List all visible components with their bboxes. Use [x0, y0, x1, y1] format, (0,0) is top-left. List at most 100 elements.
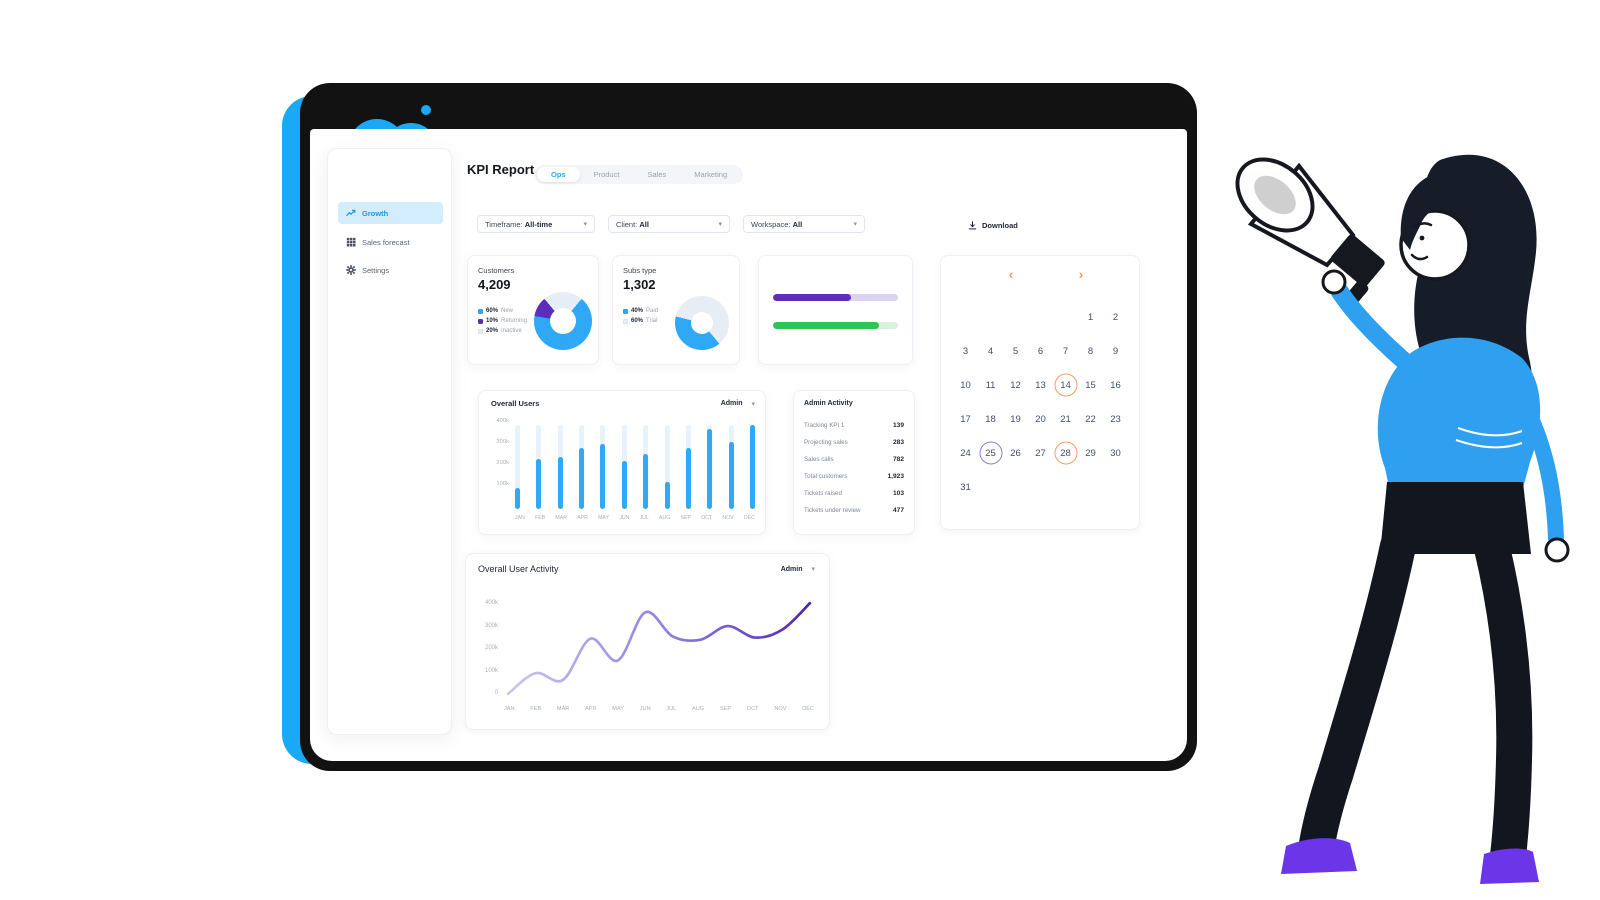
line-months: JAN FEB MAR APR MAY JUN JUL AUG SEP OCT NOV DEC [504, 706, 814, 712]
calendar-empty [1028, 300, 1053, 334]
calendar-day[interactable]: 24 [960, 447, 971, 459]
legend-swatch [478, 308, 483, 314]
calendar-day[interactable]: 19 [1010, 413, 1021, 425]
x-tick-label: MAR [555, 515, 567, 521]
calendar-day[interactable]: 18 [985, 413, 996, 425]
bar [557, 456, 563, 509]
megaphone-bell-inner [1254, 175, 1296, 215]
admin-dropdown[interactable]: Admin ▾ [721, 400, 755, 408]
calendar-day[interactable]: 14 [1053, 368, 1078, 402]
calendar-day[interactable]: 30 [1110, 447, 1121, 459]
x-tick-label: JUL [666, 706, 677, 712]
bar-track [685, 425, 691, 509]
calendar-day[interactable]: 20 [1035, 413, 1046, 425]
filter-value: All [639, 219, 649, 229]
window-control-dot[interactable] [421, 105, 431, 115]
calendar-day[interactable]: 4 [987, 345, 994, 357]
activity-row: Tickets under review 477 [804, 502, 904, 519]
client-filter[interactable]: Client: All ▾ [608, 215, 730, 233]
page-title: KPI Report [467, 162, 535, 177]
calendar-day[interactable]: 6 [1037, 345, 1044, 357]
sidebar-item-growth[interactable]: Growth [338, 202, 443, 224]
calendar-day[interactable]: 13 [1035, 379, 1046, 391]
calendar-day[interactable]: 16 [1110, 379, 1121, 391]
calendar-day[interactable]: 3 [962, 345, 969, 357]
legend-pct: 40% [631, 308, 644, 314]
calendar-day[interactable]: 7 [1062, 345, 1069, 357]
next-month-button[interactable]: › [1078, 266, 1084, 282]
tab-ops[interactable]: Ops [537, 167, 580, 182]
card-title: Admin Activity [804, 400, 853, 407]
gear-icon [346, 265, 356, 275]
tab-marketing[interactable]: Marketing [694, 170, 728, 179]
calendar-day[interactable]: 1 [1087, 311, 1094, 323]
prev-month-button[interactable]: ‹ [1008, 266, 1014, 282]
calendar-day[interactable]: 21 [1060, 413, 1071, 425]
x-tick-label: APR [577, 515, 588, 521]
x-tick-label: AUG [692, 706, 705, 712]
chevron-down-icon: ▾ [853, 221, 857, 228]
calendar-day[interactable]: 26 [1010, 447, 1021, 459]
dropdown-value: Admin [720, 400, 743, 407]
calendar-empty [1103, 470, 1128, 504]
y-tick-label: 200k [496, 460, 509, 466]
timeframe-filter[interactable]: Timeframe: All-time ▾ [477, 215, 595, 233]
calendar-day[interactable]: 28 [1053, 436, 1078, 470]
calendar-grid: 1 2 3 4 5 6 7 8 9 10 11 12 13 14 15 16 17 18 19 20 21 22 23 24 2… [953, 300, 1128, 504]
activity-value: 782 [892, 456, 904, 463]
tab-product[interactable]: Product [593, 170, 620, 179]
subs-value: 1,302 [623, 277, 656, 292]
subs-legend: 40% Paid 60% Trial [623, 308, 658, 328]
admin-dropdown[interactable]: Admin ▾ [781, 565, 815, 574]
progress-bars [773, 294, 898, 350]
filter-value: All-time [524, 219, 553, 229]
y-tick-label: 400k [496, 418, 509, 424]
calendar-day[interactable]: 9 [1112, 345, 1119, 357]
x-tick-label: FEB [530, 706, 542, 712]
legend-label: Trial [646, 318, 658, 324]
sweater [1377, 337, 1541, 492]
activity-label: Total customers [804, 473, 848, 480]
x-tick-label: MAY [598, 515, 609, 521]
overall-users-card: Overall Users Admin ▾ 400k 300k 200k 100k J… [478, 390, 766, 535]
activity-row: Tracking KPI 1 139 [804, 417, 904, 434]
legend-item: 10% Returning [478, 318, 527, 324]
line-yticks: 400k 300k 200k 100k 0 [472, 592, 498, 705]
calendar-day[interactable]: 5 [1012, 345, 1019, 357]
smile [1410, 253, 1429, 261]
calendar-day[interactable]: 17 [960, 413, 971, 425]
legend-label: Returning [501, 318, 528, 324]
calendar-day[interactable]: 11 [985, 379, 996, 391]
workspace-filter[interactable]: Workspace: All ▾ [743, 215, 865, 233]
back-leg [1474, 530, 1533, 874]
calendar-empty [978, 300, 1003, 334]
calendar-day[interactable]: 10 [960, 379, 971, 391]
y-tick-label: 100k [484, 667, 498, 674]
calendar-day[interactable]: 8 [1087, 345, 1094, 357]
calendar-day[interactable]: 23 [1110, 413, 1121, 425]
sidebar-item-settings[interactable]: Settings [338, 259, 443, 281]
sidebar-item-sales-forecast[interactable]: Sales forecast [338, 231, 443, 253]
customers-card: Customers 4,209 60% New 10% Returning 20% Ina… [467, 255, 599, 365]
bar-track [515, 425, 520, 509]
card-title: Subs type [623, 266, 657, 275]
illustration-woman-megaphone [1235, 154, 1570, 884]
calendar-day[interactable]: 2 [1112, 311, 1119, 323]
bar [643, 454, 649, 509]
calendar-day[interactable]: 12 [1010, 379, 1021, 391]
calendar-day[interactable]: 25 [978, 436, 1003, 470]
bar [707, 429, 713, 509]
hair-fringe [1400, 171, 1483, 250]
calendar-day[interactable]: 31 [960, 481, 971, 493]
calendar-day[interactable]: 15 [1085, 379, 1096, 391]
calendar-day[interactable]: 22 [1085, 413, 1096, 425]
sidebar: Growth Sales forecast [327, 148, 452, 735]
calendar-day[interactable]: 29 [1085, 447, 1096, 459]
tab-sales[interactable]: Sales [647, 170, 667, 179]
calendar-day[interactable]: 27 [1035, 447, 1046, 459]
customers-value: 4,209 [478, 277, 511, 292]
legend-pct: 20% [486, 328, 499, 334]
download-button[interactable]: Download [968, 217, 1018, 233]
activity-value: 477 [892, 507, 904, 514]
back-shoe [1480, 848, 1539, 884]
